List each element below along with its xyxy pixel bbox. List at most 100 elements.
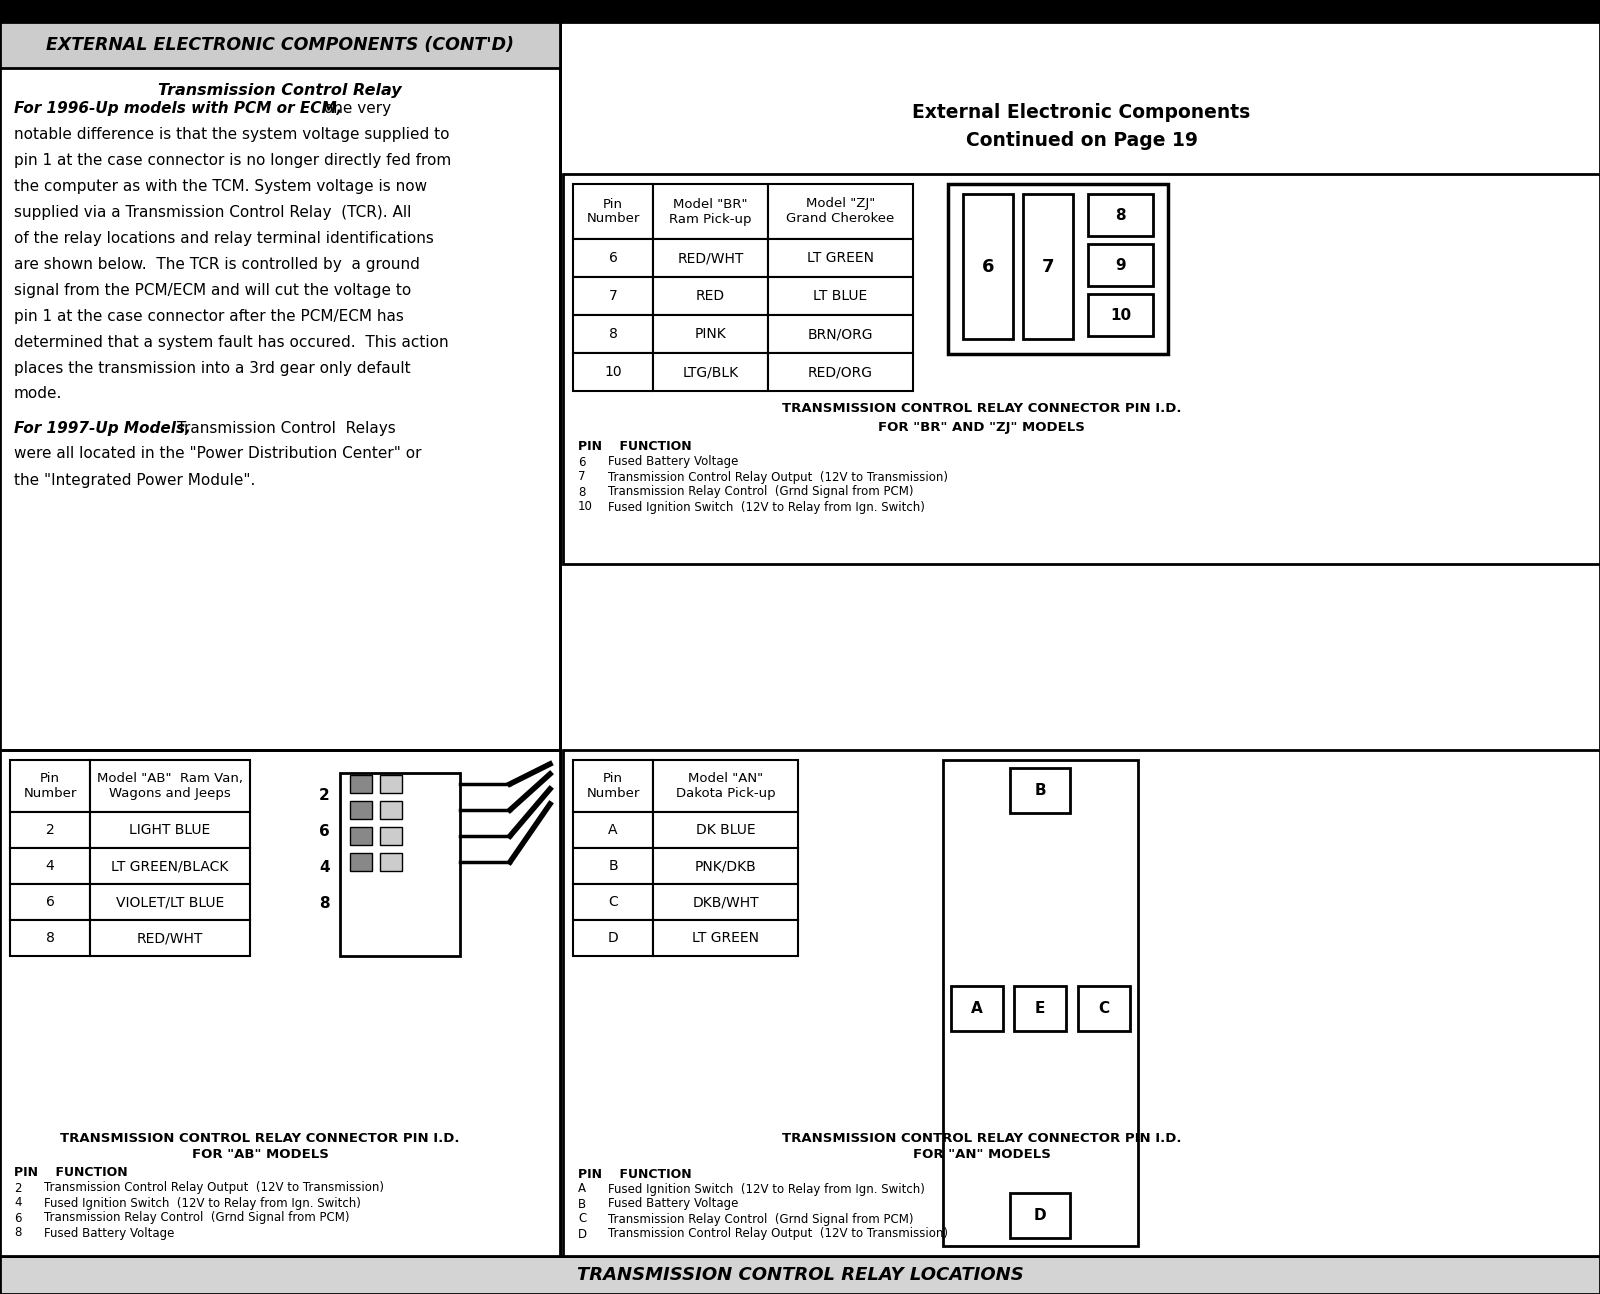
Bar bbox=[768, 184, 914, 239]
Text: Model "ZJ"
Grand Cherokee: Model "ZJ" Grand Cherokee bbox=[786, 198, 894, 225]
Text: the "Integrated Power Module".: the "Integrated Power Module". bbox=[14, 472, 256, 488]
Bar bbox=[381, 775, 402, 793]
Bar bbox=[1022, 194, 1074, 339]
Text: are shown below.  The TCR is controlled by  a ground: are shown below. The TCR is controlled b… bbox=[14, 256, 419, 272]
Text: DKB/WHT: DKB/WHT bbox=[693, 895, 758, 908]
Text: LTG/BLK: LTG/BLK bbox=[683, 365, 739, 379]
Text: A: A bbox=[608, 823, 618, 837]
Text: 8: 8 bbox=[45, 930, 54, 945]
Bar bbox=[653, 239, 768, 277]
Bar bbox=[1088, 194, 1154, 236]
Text: EXTERNAL ELECTRONIC COMPONENTS (CONT'D): EXTERNAL ELECTRONIC COMPONENTS (CONT'D) bbox=[46, 36, 514, 54]
Text: 6: 6 bbox=[982, 258, 994, 276]
Bar bbox=[558, 22, 562, 1256]
Bar bbox=[90, 884, 250, 920]
Bar bbox=[573, 277, 653, 314]
Bar bbox=[350, 853, 371, 871]
Text: 6: 6 bbox=[608, 251, 618, 265]
Bar bbox=[10, 848, 90, 884]
Bar bbox=[573, 353, 653, 391]
Text: A: A bbox=[971, 1002, 982, 1016]
Text: D: D bbox=[1034, 1209, 1046, 1223]
Bar bbox=[1010, 769, 1070, 813]
Bar bbox=[1010, 1193, 1070, 1238]
Text: Model "AB"  Ram Van,
Wagons and Jeeps: Model "AB" Ram Van, Wagons and Jeeps bbox=[98, 773, 243, 800]
Bar bbox=[339, 773, 461, 956]
Text: 2: 2 bbox=[320, 788, 330, 804]
Text: FOR "AB" MODELS: FOR "AB" MODELS bbox=[192, 1149, 328, 1162]
Bar bbox=[10, 760, 90, 813]
Bar bbox=[653, 760, 798, 813]
Text: D: D bbox=[578, 1228, 587, 1241]
Text: Pin
Number: Pin Number bbox=[24, 773, 77, 800]
Bar bbox=[653, 920, 798, 956]
Text: 4: 4 bbox=[46, 859, 54, 873]
Bar bbox=[350, 775, 371, 793]
Bar bbox=[573, 760, 653, 813]
Text: A: A bbox=[578, 1183, 586, 1196]
Text: PIN    FUNCTION: PIN FUNCTION bbox=[578, 440, 691, 453]
Bar bbox=[653, 848, 798, 884]
Bar bbox=[0, 22, 560, 69]
Text: TRANSMISSION CONTROL RELAY LOCATIONS: TRANSMISSION CONTROL RELAY LOCATIONS bbox=[576, 1266, 1024, 1284]
Text: 10: 10 bbox=[605, 365, 622, 379]
Text: of the relay locations and relay terminal identifications: of the relay locations and relay termina… bbox=[14, 230, 434, 246]
Bar bbox=[942, 760, 1138, 1246]
Text: determined that a system fault has occured.  This action: determined that a system fault has occur… bbox=[14, 335, 448, 349]
Text: B: B bbox=[608, 859, 618, 873]
Text: D: D bbox=[608, 930, 618, 945]
Text: FOR "BR" AND "ZJ" MODELS: FOR "BR" AND "ZJ" MODELS bbox=[878, 421, 1085, 433]
Bar bbox=[963, 194, 1013, 339]
Bar bbox=[0, 751, 560, 1256]
Text: pin 1 at the case connector is no longer directly fed from: pin 1 at the case connector is no longer… bbox=[14, 153, 451, 167]
Text: Transmission Control Relay Output  (12V to Transmission): Transmission Control Relay Output (12V t… bbox=[608, 1228, 947, 1241]
Text: LT GREEN: LT GREEN bbox=[691, 930, 758, 945]
Bar bbox=[1088, 294, 1154, 336]
Text: PINK: PINK bbox=[694, 327, 726, 342]
Bar bbox=[381, 853, 402, 871]
Text: BRN/ORG: BRN/ORG bbox=[808, 327, 874, 342]
Text: TRANSMISSION CONTROL RELAY CONNECTOR PIN I.D.: TRANSMISSION CONTROL RELAY CONNECTOR PIN… bbox=[782, 402, 1181, 415]
Text: 6: 6 bbox=[578, 455, 586, 468]
Bar bbox=[0, 1256, 1600, 1294]
Bar bbox=[1088, 245, 1154, 286]
Bar bbox=[950, 986, 1003, 1031]
Text: 9: 9 bbox=[1115, 258, 1126, 273]
Text: B: B bbox=[1034, 783, 1046, 798]
Bar bbox=[653, 184, 768, 239]
Text: C: C bbox=[608, 895, 618, 908]
Text: Transmission Relay Control  (Grnd Signal from PCM): Transmission Relay Control (Grnd Signal … bbox=[608, 1212, 914, 1225]
Text: Transmission Control Relay: Transmission Control Relay bbox=[158, 83, 402, 97]
Text: 6: 6 bbox=[14, 1211, 21, 1224]
Text: Continued on Page 19: Continued on Page 19 bbox=[965, 131, 1197, 150]
Bar bbox=[90, 813, 250, 848]
Text: places the transmission into a 3rd gear only default: places the transmission into a 3rd gear … bbox=[14, 361, 411, 375]
Text: Transmission Control Relay Output  (12V to Transmission): Transmission Control Relay Output (12V t… bbox=[608, 471, 947, 484]
Bar bbox=[653, 813, 798, 848]
Bar bbox=[768, 277, 914, 314]
Bar bbox=[1078, 986, 1130, 1031]
Bar bbox=[573, 239, 653, 277]
Bar bbox=[90, 760, 250, 813]
Text: Fused Ignition Switch  (12V to Relay from Ign. Switch): Fused Ignition Switch (12V to Relay from… bbox=[608, 1183, 925, 1196]
Bar bbox=[563, 173, 1600, 564]
Text: FOR "AN" MODELS: FOR "AN" MODELS bbox=[912, 1149, 1051, 1162]
Bar bbox=[573, 920, 653, 956]
Text: Fused Ignition Switch  (12V to Relay from Ign. Switch): Fused Ignition Switch (12V to Relay from… bbox=[608, 501, 925, 514]
Text: 8: 8 bbox=[1115, 207, 1126, 223]
Text: Fused Battery Voltage: Fused Battery Voltage bbox=[45, 1227, 174, 1240]
Text: TRANSMISSION CONTROL RELAY CONNECTOR PIN I.D.: TRANSMISSION CONTROL RELAY CONNECTOR PIN… bbox=[61, 1131, 459, 1144]
Bar bbox=[947, 184, 1168, 355]
Bar bbox=[573, 848, 653, 884]
Text: RED/WHT: RED/WHT bbox=[677, 251, 744, 265]
Text: 2: 2 bbox=[46, 823, 54, 837]
Bar bbox=[653, 884, 798, 920]
Bar bbox=[1014, 986, 1066, 1031]
Text: pin 1 at the case connector after the PCM/ECM has: pin 1 at the case connector after the PC… bbox=[14, 308, 403, 324]
Text: For 1997-Up Models,: For 1997-Up Models, bbox=[14, 421, 190, 436]
Text: Fused Ignition Switch  (12V to Relay from Ign. Switch): Fused Ignition Switch (12V to Relay from… bbox=[45, 1197, 362, 1210]
Bar bbox=[653, 353, 768, 391]
Bar bbox=[10, 884, 90, 920]
Text: the computer as with the TCM. System voltage is now: the computer as with the TCM. System vol… bbox=[14, 179, 427, 194]
Text: LT BLUE: LT BLUE bbox=[813, 289, 867, 303]
